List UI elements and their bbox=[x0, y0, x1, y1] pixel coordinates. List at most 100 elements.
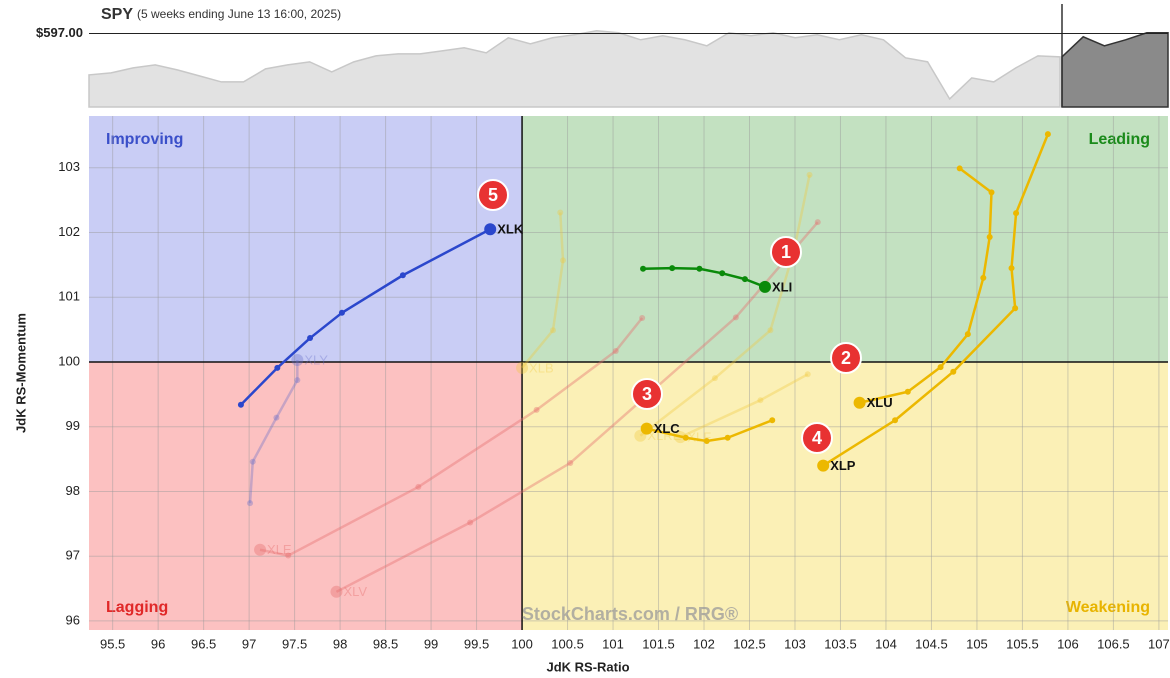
tail-point bbox=[247, 500, 254, 507]
price-area bbox=[88, 30, 1061, 108]
tail-point bbox=[741, 276, 748, 283]
y-tick-label: 96 bbox=[66, 612, 80, 627]
tail-point bbox=[1044, 131, 1051, 138]
series-label: XLC bbox=[654, 421, 681, 436]
x-tick-label: 96.5 bbox=[191, 636, 216, 651]
head-point bbox=[484, 223, 497, 236]
head-point bbox=[291, 354, 304, 367]
spy-panel: $597.00 SPY (5 weeks ending June 13 16:00,… bbox=[36, 4, 1169, 108]
tail-point bbox=[669, 265, 676, 272]
tail-point bbox=[703, 437, 710, 444]
series-label: XLU bbox=[867, 395, 893, 410]
y-tick-label: 101 bbox=[58, 289, 80, 304]
quadrant-label: Leading bbox=[1089, 131, 1150, 148]
tail bbox=[248, 360, 299, 504]
tail-point bbox=[338, 309, 345, 316]
x-tick-label: 106.5 bbox=[1097, 636, 1130, 651]
tail-point bbox=[682, 434, 689, 441]
tail-point bbox=[950, 368, 957, 375]
tail-point bbox=[274, 364, 281, 371]
y-tick-label: 103 bbox=[58, 159, 80, 174]
tail-point bbox=[533, 406, 540, 413]
tail-point bbox=[892, 417, 899, 424]
panel-title: SPY bbox=[101, 6, 133, 23]
y-tick-label: 100 bbox=[58, 353, 80, 368]
x-tick-label: 100 bbox=[511, 636, 533, 651]
x-tick-label: 104 bbox=[875, 636, 897, 651]
annotation-badge bbox=[801, 422, 833, 454]
x-tick-label: 105.5 bbox=[1006, 636, 1039, 651]
x-tick-label: 104.5 bbox=[915, 636, 948, 651]
tail-point bbox=[719, 270, 726, 277]
quadrant bbox=[89, 116, 523, 362]
head-point bbox=[330, 585, 343, 598]
tail-point bbox=[557, 209, 564, 216]
tail-point bbox=[1008, 265, 1015, 272]
series-label: XLI bbox=[772, 279, 792, 294]
tail bbox=[859, 167, 993, 404]
x-tick-label: 102.5 bbox=[733, 636, 766, 651]
series-label: XLY bbox=[304, 352, 328, 367]
tail-point bbox=[732, 314, 739, 321]
quadrant bbox=[522, 361, 1168, 630]
x-tick-label: 103 bbox=[784, 636, 806, 651]
x-tick-label: 99 bbox=[424, 636, 438, 651]
annotation-badge bbox=[477, 179, 509, 211]
annotation: 2 bbox=[841, 348, 851, 368]
rrg-panel: Improving Leading Lagging Weakening 95.5 96 96… bbox=[13, 116, 1170, 674]
tail-point bbox=[639, 314, 646, 321]
tail-point bbox=[696, 265, 703, 272]
tail-point bbox=[307, 335, 314, 342]
tail-point bbox=[724, 434, 731, 441]
quadrant bbox=[522, 116, 1168, 362]
annotation: 5 bbox=[488, 185, 498, 205]
tail-point bbox=[237, 401, 244, 408]
x-tick-label: 101 bbox=[602, 636, 624, 651]
quadrant bbox=[89, 361, 523, 630]
tail-point bbox=[273, 414, 280, 421]
annotation-badge bbox=[770, 236, 802, 268]
quadrant-label: Weakening bbox=[1066, 599, 1150, 616]
x-tick-label: 98.5 bbox=[373, 636, 398, 651]
quadrant-label: Lagging bbox=[106, 599, 168, 616]
head-point bbox=[853, 396, 866, 409]
tail-point bbox=[467, 519, 474, 526]
y-tick-label: 98 bbox=[66, 483, 80, 498]
tail-point bbox=[711, 375, 718, 382]
annotation: 3 bbox=[642, 384, 652, 404]
head-point bbox=[817, 459, 830, 472]
tail-point bbox=[249, 458, 256, 465]
tail-point bbox=[567, 459, 574, 466]
x-tick-label: 95.5 bbox=[100, 636, 125, 651]
price-label: $597.00 bbox=[36, 25, 83, 40]
head-point bbox=[640, 422, 653, 435]
price-area bbox=[1061, 32, 1169, 108]
x-tick-label: 100.5 bbox=[551, 636, 584, 651]
series-label: XLE bbox=[267, 542, 292, 557]
x-tick-label: 106 bbox=[1057, 636, 1079, 651]
series-label: XLK bbox=[497, 222, 524, 237]
tail-point bbox=[980, 274, 987, 281]
tail-point bbox=[904, 388, 911, 395]
y-tick-label: 99 bbox=[66, 418, 80, 433]
tail bbox=[679, 373, 809, 439]
tail bbox=[521, 212, 565, 369]
watermark: StockCharts.com / RRG® bbox=[522, 604, 738, 624]
tail bbox=[240, 228, 491, 406]
x-tick-label: 107 bbox=[1148, 636, 1170, 651]
y-tick-label: 102 bbox=[58, 224, 80, 239]
tail-point bbox=[814, 219, 821, 226]
tail-point bbox=[986, 234, 993, 241]
head-point bbox=[254, 543, 267, 556]
tail-point bbox=[399, 272, 406, 279]
head-point bbox=[758, 280, 771, 293]
tail-point bbox=[988, 189, 995, 196]
annotation: 1 bbox=[781, 242, 791, 262]
annotation-badge bbox=[631, 378, 663, 410]
tail bbox=[259, 317, 644, 557]
series-label: XLP bbox=[830, 458, 856, 473]
x-tick-label: 97.5 bbox=[282, 636, 307, 651]
tail-point bbox=[757, 397, 764, 404]
x-tick-label: 101.5 bbox=[642, 636, 675, 651]
